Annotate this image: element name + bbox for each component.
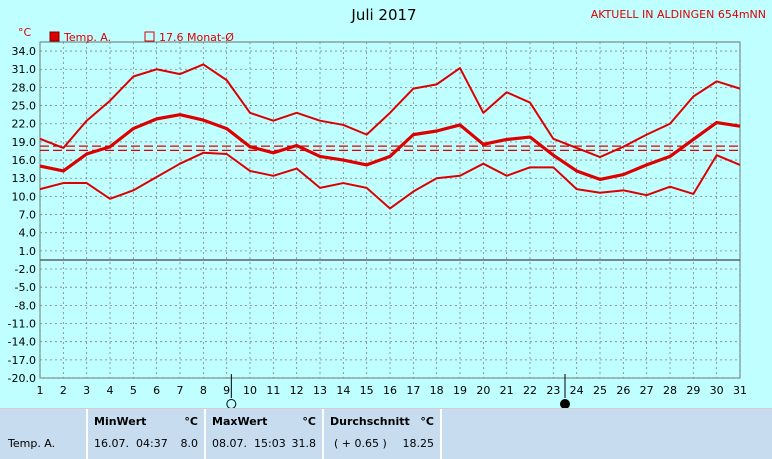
- min-date: 16.07.: [94, 437, 129, 450]
- x-tick-label: 6: [153, 384, 160, 397]
- y-tick-label: 22.0: [12, 118, 37, 131]
- max-header: MaxWert: [212, 415, 268, 428]
- x-tick-label: 5: [130, 384, 137, 397]
- x-tick-label: 25: [593, 384, 607, 397]
- x-tick-label: 2: [60, 384, 67, 397]
- max-time: 15:03: [254, 437, 286, 450]
- stats-row-label: Temp. A.: [8, 437, 56, 450]
- series-line-max: [39, 63, 741, 159]
- min-header: MinWert: [94, 415, 147, 428]
- y-tick-label: 1.0: [19, 245, 37, 258]
- full-moon-icon: [226, 399, 237, 408]
- x-tick-label: 15: [360, 384, 374, 397]
- x-tick-label: 3: [83, 384, 90, 397]
- x-tick-label: 17: [406, 384, 420, 397]
- legend-swatch-temp: [49, 31, 60, 42]
- x-tick-label: 13: [313, 384, 327, 397]
- y-tick-label: 28.0: [12, 81, 37, 94]
- legend-label-temp: Temp. A.: [63, 31, 111, 44]
- avg-deviation: ( + 0.65 ): [334, 437, 387, 450]
- x-tick-label: 28: [663, 384, 677, 397]
- x-tick-label: 11: [266, 384, 280, 397]
- y-tick-label: 7.0: [19, 209, 37, 222]
- min-unit: °C: [184, 415, 198, 428]
- x-tick-label: 23: [546, 384, 560, 397]
- series-line-avg: [39, 113, 741, 182]
- temperature-chart: 34.031.028.025.022.019.016.013.010.07.04…: [7, 6, 766, 408]
- x-tick-label: 29: [686, 384, 700, 397]
- min-time: 04:37: [136, 437, 168, 450]
- chart-title: Juli 2017: [350, 6, 416, 24]
- x-tick-label: 9: [223, 384, 230, 397]
- x-tick-label: 14: [336, 384, 350, 397]
- x-tick-label: 24: [570, 384, 584, 397]
- min-value-cell: MinWert °C 16.07. 04:37 8.0: [88, 409, 204, 459]
- avg-header: Durchschnitt: [330, 415, 410, 428]
- y-tick-label: 4.0: [19, 227, 37, 240]
- x-tick-label: 30: [710, 384, 724, 397]
- empty-cell: [442, 409, 772, 459]
- max-unit: °C: [302, 415, 316, 428]
- x-tick-label: 10: [243, 384, 257, 397]
- y-tick-label: -14.0: [8, 336, 36, 349]
- x-tick-label: 26: [616, 384, 630, 397]
- x-tick-label: 12: [290, 384, 304, 397]
- max-value-cell: MaxWert °C 08.07. 15:03 31.8: [206, 409, 322, 459]
- x-tick-label: 27: [640, 384, 654, 397]
- x-tick-label: 21: [500, 384, 514, 397]
- y-tick-label: -11.0: [8, 318, 36, 331]
- max-value: 31.8: [291, 437, 317, 450]
- x-tick-label: 19: [453, 384, 467, 397]
- x-tick-label: 22: [523, 384, 537, 397]
- x-tick-label: 31: [733, 384, 747, 397]
- y-tick-label: -17.0: [8, 354, 36, 367]
- max-date: 08.07.: [212, 437, 247, 450]
- y-tick-label: -20.0: [8, 372, 36, 385]
- y-tick-label: 10.0: [12, 190, 37, 203]
- x-tick-labels: 1 2 3 4 5 6 7 8 9 10 11 12 13 14 15 16 17 18 19 20 21 22 23 24 2…: [37, 384, 748, 397]
- y-tick-label: 13.0: [12, 172, 37, 185]
- x-tick-label: 1: [37, 384, 44, 397]
- y-tick-label: -5.0: [15, 281, 36, 294]
- y-tick-label: 31.0: [12, 63, 37, 76]
- y-tick-label: -2.0: [15, 263, 36, 276]
- series-line-min: [39, 151, 741, 210]
- avg-value: 18.25: [402, 437, 435, 450]
- moon-markers: [226, 374, 570, 408]
- legend-swatch-monthly-avg: [144, 31, 155, 42]
- y-tick-labels: 34.0 31.0 28.0 25.0 22.0 19.0 16.0 13.0 10.0 7.0 4…: [8, 45, 36, 385]
- y-tick-label: -8.0: [15, 299, 36, 312]
- x-tick-label: 4: [107, 384, 114, 397]
- x-tick-label: 7: [177, 384, 184, 397]
- x-tick-label: 8: [200, 384, 207, 397]
- y-tick-label: 25.0: [12, 100, 37, 113]
- avg-unit: °C: [420, 415, 434, 428]
- min-value: 8.0: [180, 437, 199, 450]
- y-tick-label: 16.0: [12, 154, 37, 167]
- avg-value-cell: Durchschnitt °C ( + 0.65 ) 18.25: [324, 409, 440, 459]
- station-label: AKTUELL IN ALDINGEN 654mNN: [591, 8, 766, 21]
- series-lines: [39, 63, 741, 210]
- legend-label-monthly-avg: 17.6 Monat-Ø: [159, 31, 234, 44]
- y-unit-label: °C: [18, 26, 32, 39]
- x-tick-label: 20: [476, 384, 490, 397]
- x-tick-label: 16: [383, 384, 397, 397]
- stats-row-label-cell: Temp. A.: [0, 409, 86, 459]
- stats-panel: Temp. A. MinWert °C 16.07. 04:37 8.0 Max…: [0, 408, 772, 459]
- y-tick-label: 19.0: [12, 136, 37, 149]
- x-tick-label: 18: [430, 384, 444, 397]
- y-tick-label: 34.0: [12, 45, 37, 58]
- new-moon-icon: [560, 399, 570, 408]
